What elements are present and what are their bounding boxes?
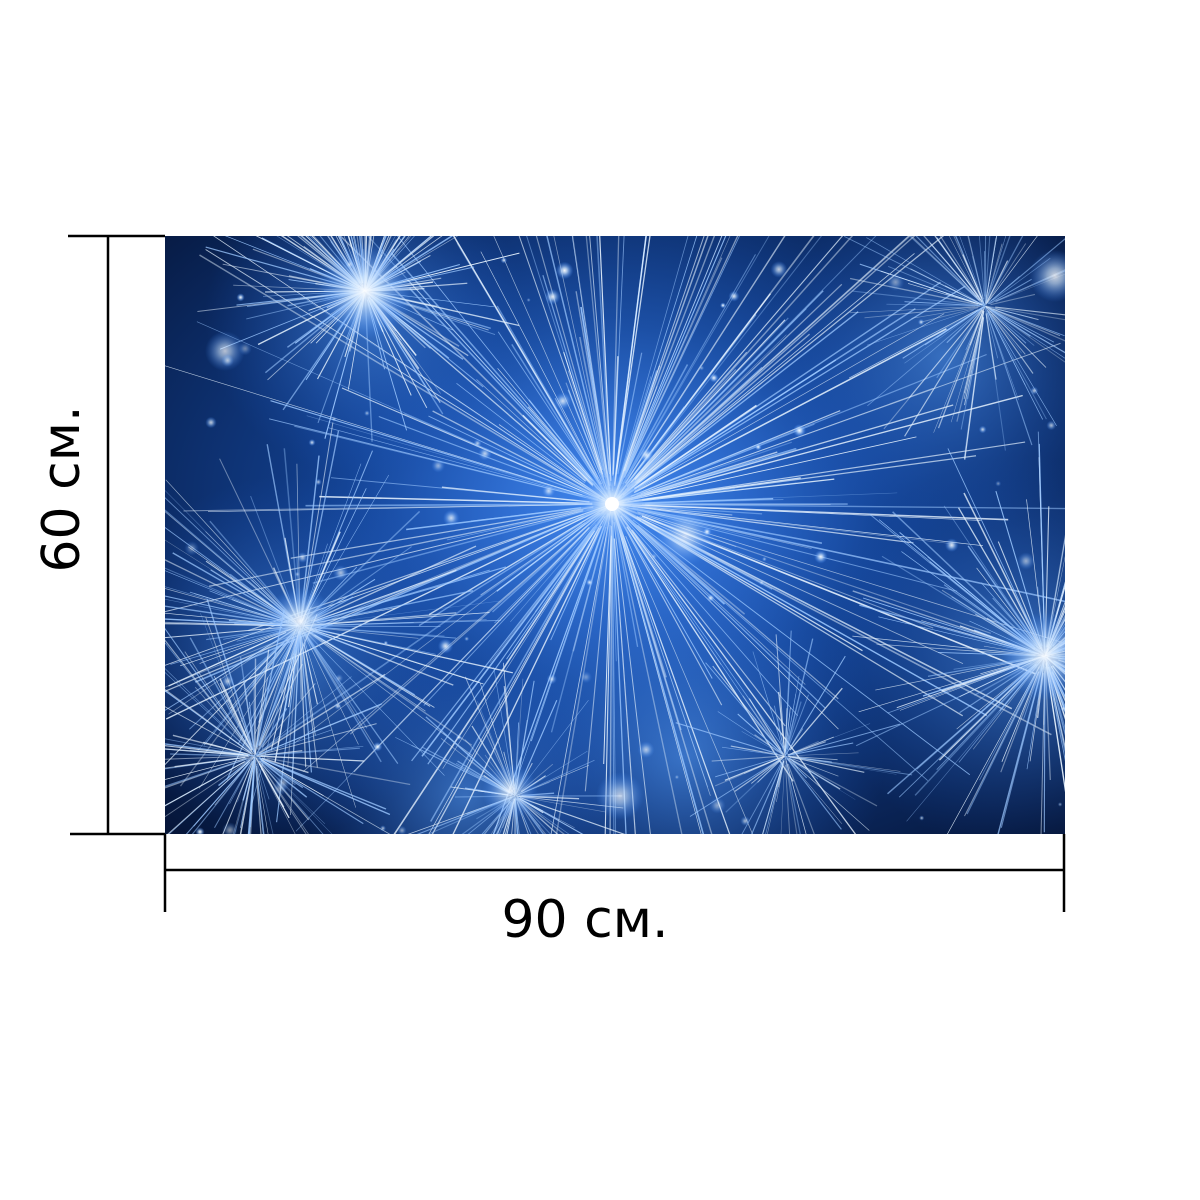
fireworks-image (165, 236, 1065, 834)
width-label: 90 см. (501, 890, 669, 950)
height-label: 60 см. (32, 405, 92, 573)
fireworks-graphic (165, 236, 1065, 834)
